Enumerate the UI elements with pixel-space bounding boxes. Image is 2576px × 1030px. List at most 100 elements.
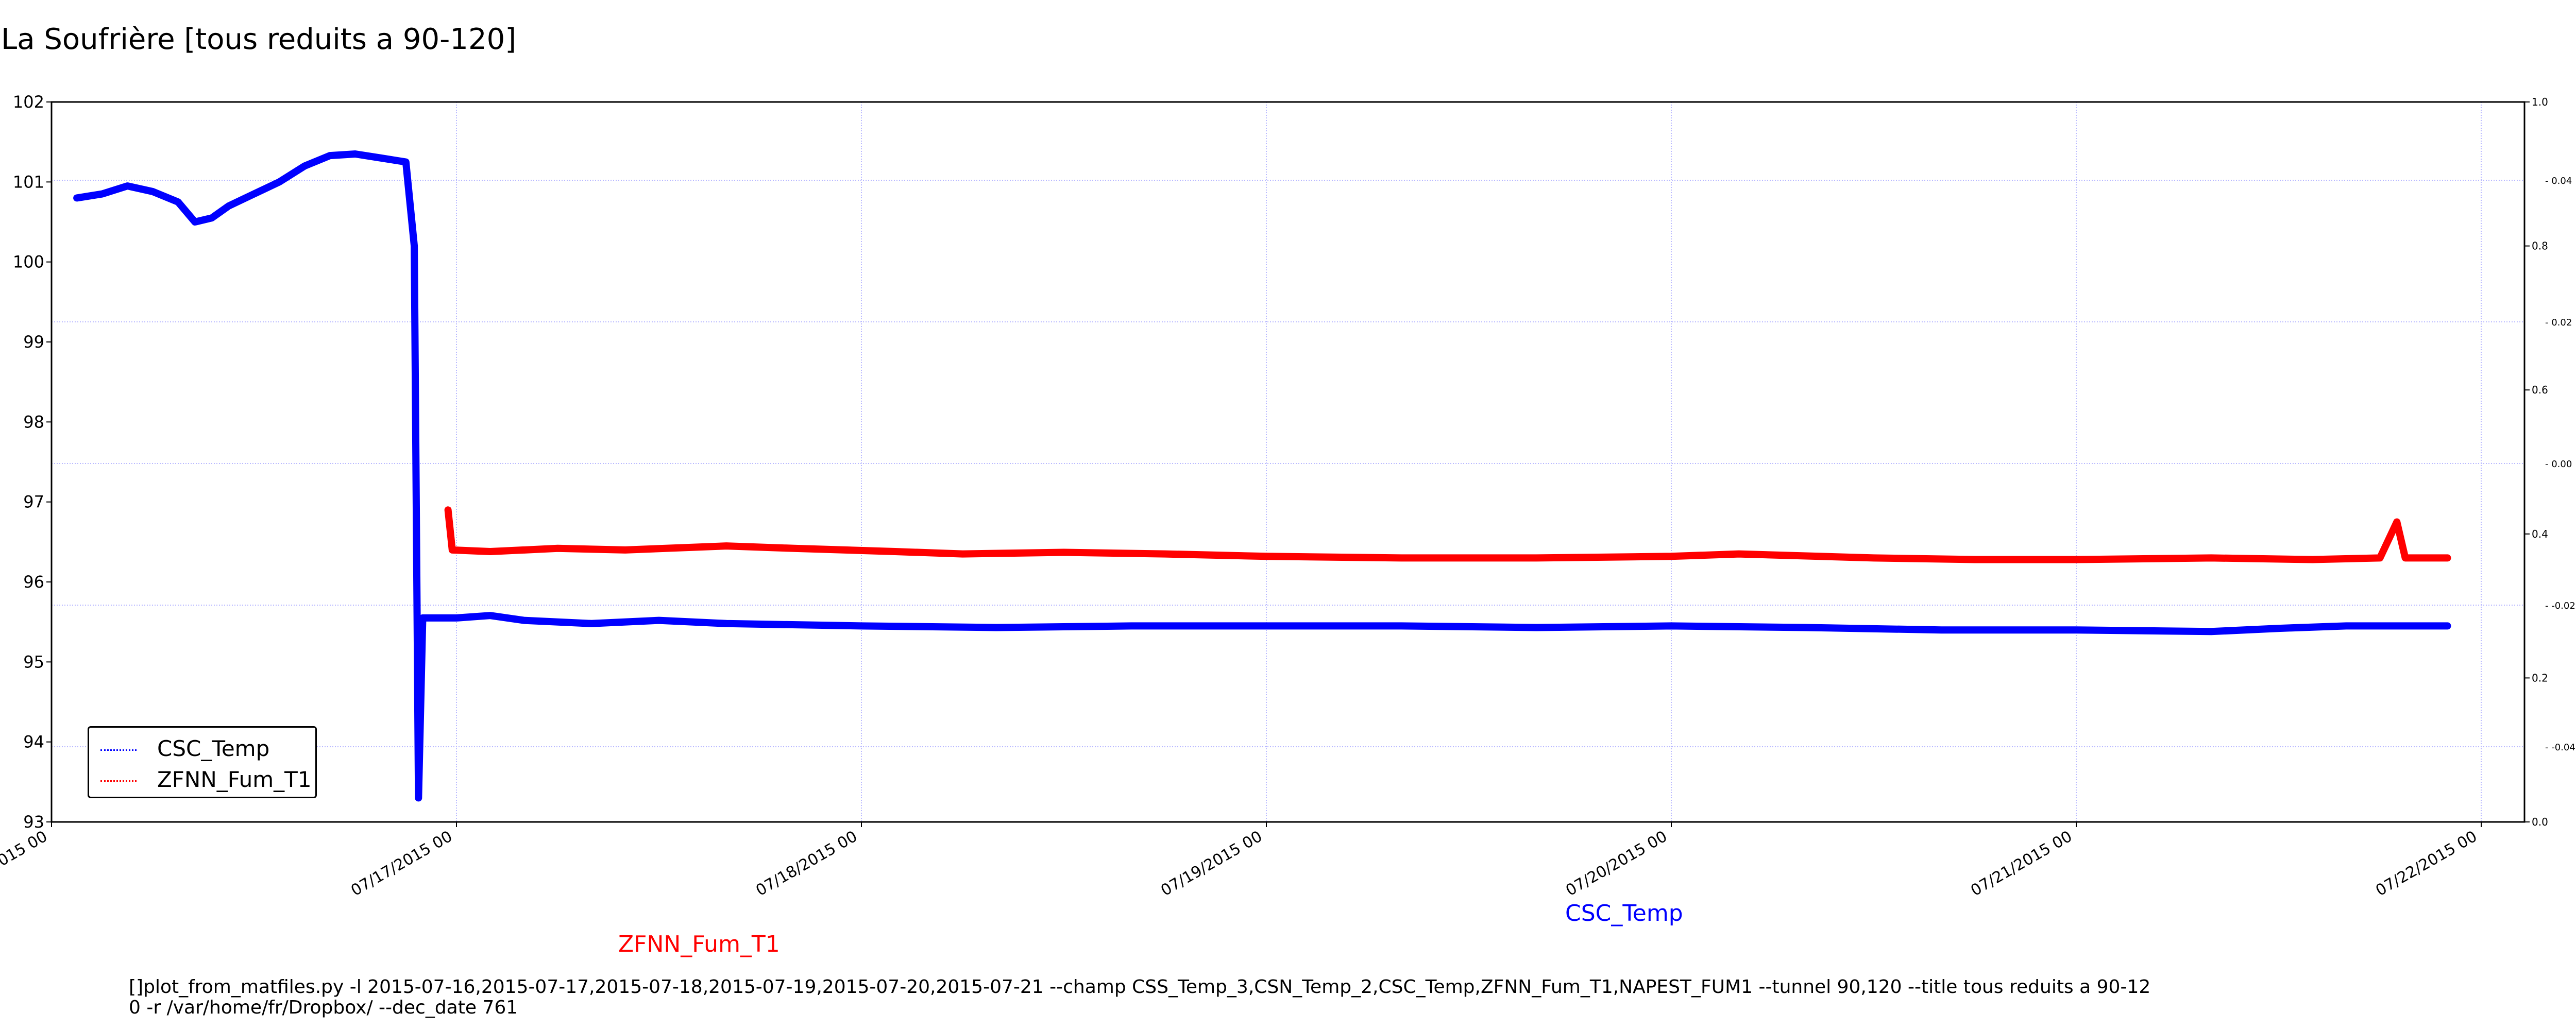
data-point-CSC_Temp <box>252 192 256 196</box>
data-point-ZFNN_Fum_T1 <box>2210 556 2213 560</box>
data-point-ZFNN_Fum_T1 <box>1062 551 1065 554</box>
x-tick-label: 07/17/2015 00 <box>348 828 455 900</box>
data-point-CSC_Temp <box>100 192 104 196</box>
data-point-CSC_Temp <box>278 180 281 184</box>
data-point-CSC_Temp <box>126 184 129 188</box>
y3-tick-label: - -0.04 <box>2545 742 2575 753</box>
data-point-ZFNN_Fum_T1 <box>623 548 627 552</box>
x-tick-label: 07/22/2015 00 <box>2372 828 2480 900</box>
data-point-CSC_Temp <box>488 614 492 617</box>
y-tick-label: 100 <box>13 252 44 272</box>
data-point-ZFNN_Fum_T1 <box>893 550 897 553</box>
data-point-CSC_Temp <box>210 216 214 220</box>
y2-tick-label: 0.2 <box>2532 672 2548 684</box>
data-point-ZFNN_Fum_T1 <box>488 550 492 553</box>
data-point-CSC_Temp <box>1535 626 1538 629</box>
y2-tick-label: 0.0 <box>2532 816 2548 828</box>
series-line-CSC_Temp <box>73 150 2451 802</box>
data-point-ZFNN_Fum_T1 <box>556 546 560 550</box>
data-point-CSC_Temp <box>1940 628 1943 632</box>
y2-tick-label: 1.0 <box>2532 96 2548 108</box>
data-point-CSC_Temp <box>2446 624 2449 628</box>
data-point-CSC_Temp <box>2075 628 2078 632</box>
series-label-csc: CSC_Temp <box>1565 900 1683 926</box>
data-point-ZFNN_Fum_T1 <box>2403 556 2407 560</box>
data-point-ZFNN_Fum_T1 <box>725 544 728 548</box>
data-point-CSC_Temp <box>176 200 180 204</box>
data-point-CSC_Temp <box>1130 624 1133 628</box>
y3-tick-label: - 0.04 <box>2545 176 2572 186</box>
y-tick-label: 96 <box>23 572 44 592</box>
x-tick-label: 07/19/2015 00 <box>1158 828 1265 900</box>
data-point-CSC_Temp <box>328 154 332 158</box>
data-point-CSC_Temp <box>2345 624 2348 628</box>
series-line-ZFNN_Fum_T1 <box>444 506 2451 563</box>
data-point-ZFNN_Fum_T1 <box>1265 555 1268 558</box>
data-point-CSC_Temp <box>75 196 79 200</box>
data-point-CSC_Temp <box>421 616 425 620</box>
y-tick-label: 93 <box>23 812 44 832</box>
data-point-CSC_Temp <box>404 160 408 164</box>
data-point-CSC_Temp <box>860 624 863 628</box>
y-tick-label: 99 <box>23 332 44 352</box>
data-point-ZFNN_Fum_T1 <box>450 548 454 552</box>
legend-label-zfnn: ZFNN_Fum_T1 <box>157 767 312 792</box>
data-point-CSC_Temp <box>2277 627 2280 630</box>
data-point-ZFNN_Fum_T1 <box>2311 558 2314 561</box>
data-point-ZFNN_Fum_T1 <box>1163 552 1167 556</box>
y-tick-label: 102 <box>13 92 44 112</box>
x-tick-label: 07/16/2015 00 <box>0 828 50 900</box>
y-tick-label: 101 <box>13 172 44 192</box>
data-point-CSC_Temp <box>379 156 382 160</box>
legend-item-zfnn: ZFNN_Fum_T1 <box>89 766 315 797</box>
x-tick-label: 07/21/2015 00 <box>1968 828 2075 900</box>
data-point-CSC_Temp <box>995 626 998 629</box>
data-point-CSC_Temp <box>590 622 593 625</box>
data-point-CSC_Temp <box>193 220 197 224</box>
legend: CSC_Temp ZFNN_Fum_T1 <box>88 726 317 798</box>
data-point-ZFNN_Fum_T1 <box>1737 552 1740 556</box>
data-point-CSC_Temp <box>227 204 230 208</box>
data-point-CSC_Temp <box>1400 624 1403 628</box>
data-point-CSC_Temp <box>1670 624 1673 628</box>
data-point-ZFNN_Fum_T1 <box>1400 556 1403 560</box>
data-point-ZFNN_Fum_T1 <box>1872 556 1875 560</box>
y-tick-label: 97 <box>23 492 44 512</box>
chart-title: La Soufrière [tous reduits a 90-120] <box>1 23 517 56</box>
data-point-CSC_Temp <box>725 622 728 625</box>
plot-frame <box>50 101 2526 823</box>
data-point-ZFNN_Fum_T1 <box>2395 520 2399 524</box>
data-point-CSC_Temp <box>353 152 357 156</box>
y2-tick-label: 0.4 <box>2532 528 2548 540</box>
y2-tick-label: 0.8 <box>2532 240 2548 252</box>
data-point-CSC_Temp <box>303 164 307 168</box>
data-point-ZFNN_Fum_T1 <box>1535 556 1538 560</box>
data-point-ZFNN_Fum_T1 <box>446 508 450 512</box>
data-point-CSC_Temp <box>1265 624 1268 628</box>
legend-swatch-csc <box>100 749 137 751</box>
legend-item-csc: CSC_Temp <box>89 735 315 766</box>
data-point-CSC_Temp <box>455 616 458 620</box>
command-line-1: []plot_from_matfiles.py -l 2015-07-16,20… <box>129 976 2151 998</box>
series-label-zfnn: ZFNN_Fum_T1 <box>618 931 780 957</box>
legend-label-csc: CSC_Temp <box>157 736 270 761</box>
y-tick-label: 94 <box>23 732 44 752</box>
data-point-ZFNN_Fum_T1 <box>2378 556 2382 560</box>
data-point-ZFNN_Fum_T1 <box>961 552 964 556</box>
data-point-ZFNN_Fum_T1 <box>792 546 795 550</box>
data-point-ZFNN_Fum_T1 <box>2446 556 2449 560</box>
data-point-CSC_Temp <box>413 244 416 248</box>
y-tick-label: 98 <box>23 412 44 432</box>
data-point-CSC_Temp <box>522 619 526 622</box>
legend-swatch-zfnn <box>100 780 137 782</box>
data-point-CSC_Temp <box>2210 630 2213 633</box>
data-point-CSC_Temp <box>657 619 660 622</box>
y3-tick-label: - 0.00 <box>2545 459 2572 470</box>
y2-tick-label: 0.6 <box>2532 384 2548 396</box>
y-tick-label: 95 <box>23 652 44 672</box>
command-line-2: 0 -r /var/home/fr/Dropbox/ --dec_date 76… <box>129 997 518 1018</box>
x-tick-label: 07/20/2015 00 <box>1563 828 1670 900</box>
data-point-ZFNN_Fum_T1 <box>1670 555 1673 558</box>
data-point-CSC_Temp <box>417 796 420 800</box>
